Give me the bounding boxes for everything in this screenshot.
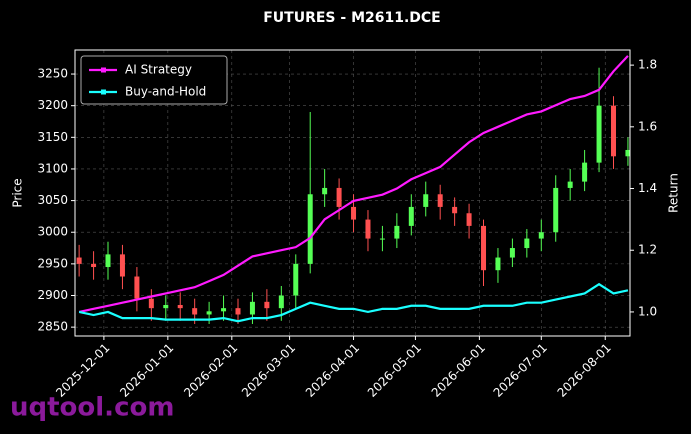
y2-tick-label: 1.0 bbox=[638, 304, 657, 318]
line-series bbox=[78, 282, 629, 323]
candle-body bbox=[249, 301, 255, 315]
candle-body bbox=[567, 181, 573, 188]
legend-marker bbox=[101, 67, 106, 73]
candle-body bbox=[134, 276, 140, 299]
y-tick-label: 3150 bbox=[37, 130, 68, 144]
candle-body bbox=[76, 257, 82, 264]
candle-body bbox=[452, 206, 458, 214]
y2-axis-label: Return bbox=[667, 173, 681, 213]
candle-body bbox=[481, 225, 487, 271]
legend-label: AI Strategy bbox=[125, 63, 192, 77]
y-tick-label: 3100 bbox=[37, 161, 68, 175]
candle-body bbox=[423, 194, 429, 207]
y2-tick-label: 1.8 bbox=[638, 58, 657, 72]
watermark: uqtool.com bbox=[10, 393, 174, 423]
candle-body bbox=[394, 225, 400, 239]
legend-label: Buy-and-Hold bbox=[125, 85, 206, 99]
candle-body bbox=[293, 263, 299, 296]
candle-body bbox=[582, 162, 588, 182]
candle-body bbox=[91, 263, 97, 268]
candle-body bbox=[466, 213, 472, 226]
y-tick-label: 3000 bbox=[37, 225, 68, 239]
line-series bbox=[78, 55, 629, 314]
chart-title: FUTURES - M2611.DCE bbox=[263, 10, 441, 26]
y2-tick-label: 1.2 bbox=[638, 243, 657, 257]
candle-body bbox=[177, 304, 183, 309]
y-axis-label: Price bbox=[11, 178, 25, 207]
candle-body bbox=[322, 187, 328, 195]
candle-body bbox=[206, 311, 212, 315]
candle-body bbox=[105, 254, 111, 268]
y-tick-label: 2950 bbox=[37, 256, 68, 270]
legend-box bbox=[80, 55, 228, 105]
y-tick-label: 2850 bbox=[37, 320, 68, 334]
candle-body bbox=[553, 187, 559, 233]
plot-frame bbox=[74, 49, 631, 337]
candle-body bbox=[351, 206, 357, 220]
candle-body bbox=[119, 254, 125, 277]
y-tick-label: 3200 bbox=[37, 98, 68, 112]
legend-marker bbox=[101, 89, 106, 95]
y2-tick-label: 1.4 bbox=[638, 181, 657, 195]
candle-body bbox=[625, 149, 631, 157]
candle-body bbox=[524, 238, 530, 249]
candle-body bbox=[379, 238, 385, 240]
candle-body bbox=[148, 298, 154, 309]
candle-body bbox=[264, 301, 270, 309]
candle-body bbox=[163, 304, 169, 309]
y-tick-label: 2900 bbox=[37, 288, 68, 302]
candle-body bbox=[408, 206, 414, 226]
y-tick-label: 3250 bbox=[37, 67, 68, 81]
candle-body bbox=[221, 308, 227, 312]
candle-body bbox=[365, 219, 371, 239]
candle-body bbox=[610, 105, 616, 157]
candle-body bbox=[192, 308, 198, 315]
candle-body bbox=[596, 105, 602, 163]
candle-body bbox=[437, 194, 443, 207]
candle-body bbox=[538, 232, 544, 239]
candle-body bbox=[495, 257, 501, 271]
y-tick-label: 3050 bbox=[37, 193, 68, 207]
candle-body bbox=[336, 187, 342, 207]
candle-body bbox=[235, 308, 241, 315]
candle-body bbox=[278, 295, 284, 309]
y2-tick-label: 1.6 bbox=[638, 119, 657, 133]
candle-body bbox=[307, 194, 313, 264]
candle-body bbox=[509, 248, 515, 258]
